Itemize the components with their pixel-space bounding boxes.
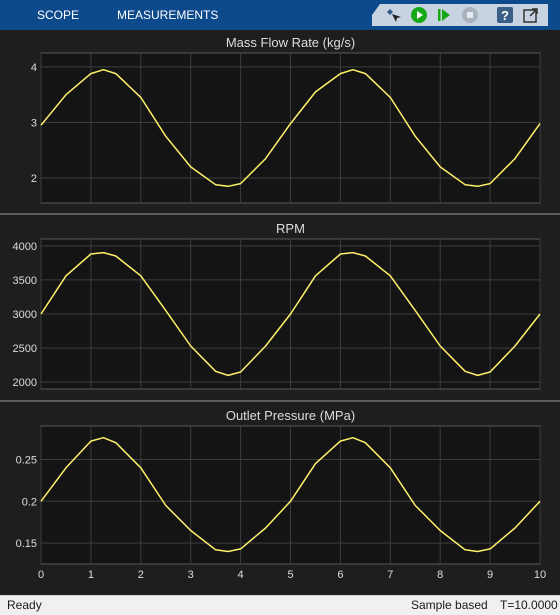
x-tick-label: 6	[337, 569, 343, 581]
y-tick-label: 0.15	[16, 538, 37, 550]
status-ready: Ready	[7, 598, 42, 612]
plot-title: Mass Flow Rate (kg/s)	[226, 35, 355, 50]
run-icon[interactable]	[408, 4, 430, 26]
y-tick-label: 2	[31, 173, 37, 185]
x-tick-label: 5	[287, 569, 293, 581]
y-tick-label: 2500	[13, 343, 37, 355]
status-sample-mode: Sample based	[411, 598, 488, 612]
undock-icon[interactable]	[520, 4, 542, 26]
x-tick-label: 1	[88, 569, 94, 581]
y-tick-label: 4	[31, 62, 37, 74]
y-tick-label: 0.25	[16, 454, 37, 466]
signal-trace-line	[40, 251, 541, 377]
y-tick-label: 4000	[13, 241, 37, 253]
y-tick-label: 3	[31, 117, 37, 129]
x-tick-label: 7	[387, 569, 393, 581]
signal-trace-line	[40, 436, 541, 553]
scope-displays[interactable]: Mass Flow Rate (kg/s) 2 3 4 RPM 2000 2500 3000 3…	[0, 30, 560, 595]
x-tick-label: 8	[437, 569, 443, 581]
y-tick-label: 2000	[13, 377, 37, 389]
tab-scope[interactable]: SCOPE	[37, 8, 80, 22]
x-tick-label: 9	[487, 569, 493, 581]
toolstrip: SCOPE MEASUREMENTS ?	[0, 0, 560, 30]
x-tick-label: 0	[38, 569, 44, 581]
highlight-simulink-block-icon[interactable]	[382, 4, 404, 26]
plot-title: RPM	[276, 221, 305, 236]
step-forward-icon[interactable]	[433, 4, 455, 26]
signal-trace-line	[40, 68, 541, 188]
help-icon[interactable]: ?	[494, 4, 516, 26]
x-tick-label: 3	[188, 569, 194, 581]
tab-measurements[interactable]: MEASUREMENTS	[117, 8, 219, 22]
x-tick-label: 2	[138, 569, 144, 581]
stop-icon[interactable]	[459, 4, 481, 26]
y-tick-label: 0.2	[22, 496, 37, 508]
plot-title: Outlet Pressure (MPa)	[226, 408, 355, 423]
status-simulation-time: T=10.0000	[500, 598, 558, 612]
x-tick-label: 10	[534, 569, 546, 581]
y-tick-label: 3500	[13, 275, 37, 287]
y-tick-label: 3000	[13, 309, 37, 321]
svg-text:?: ?	[501, 8, 509, 23]
status-bar: Ready Sample based T=10.0000	[0, 595, 560, 615]
x-tick-label: 4	[238, 569, 244, 581]
scope-plot-area[interactable]: Mass Flow Rate (kg/s) 2 3 4 RPM 2000 2500 3000 3…	[0, 30, 560, 595]
